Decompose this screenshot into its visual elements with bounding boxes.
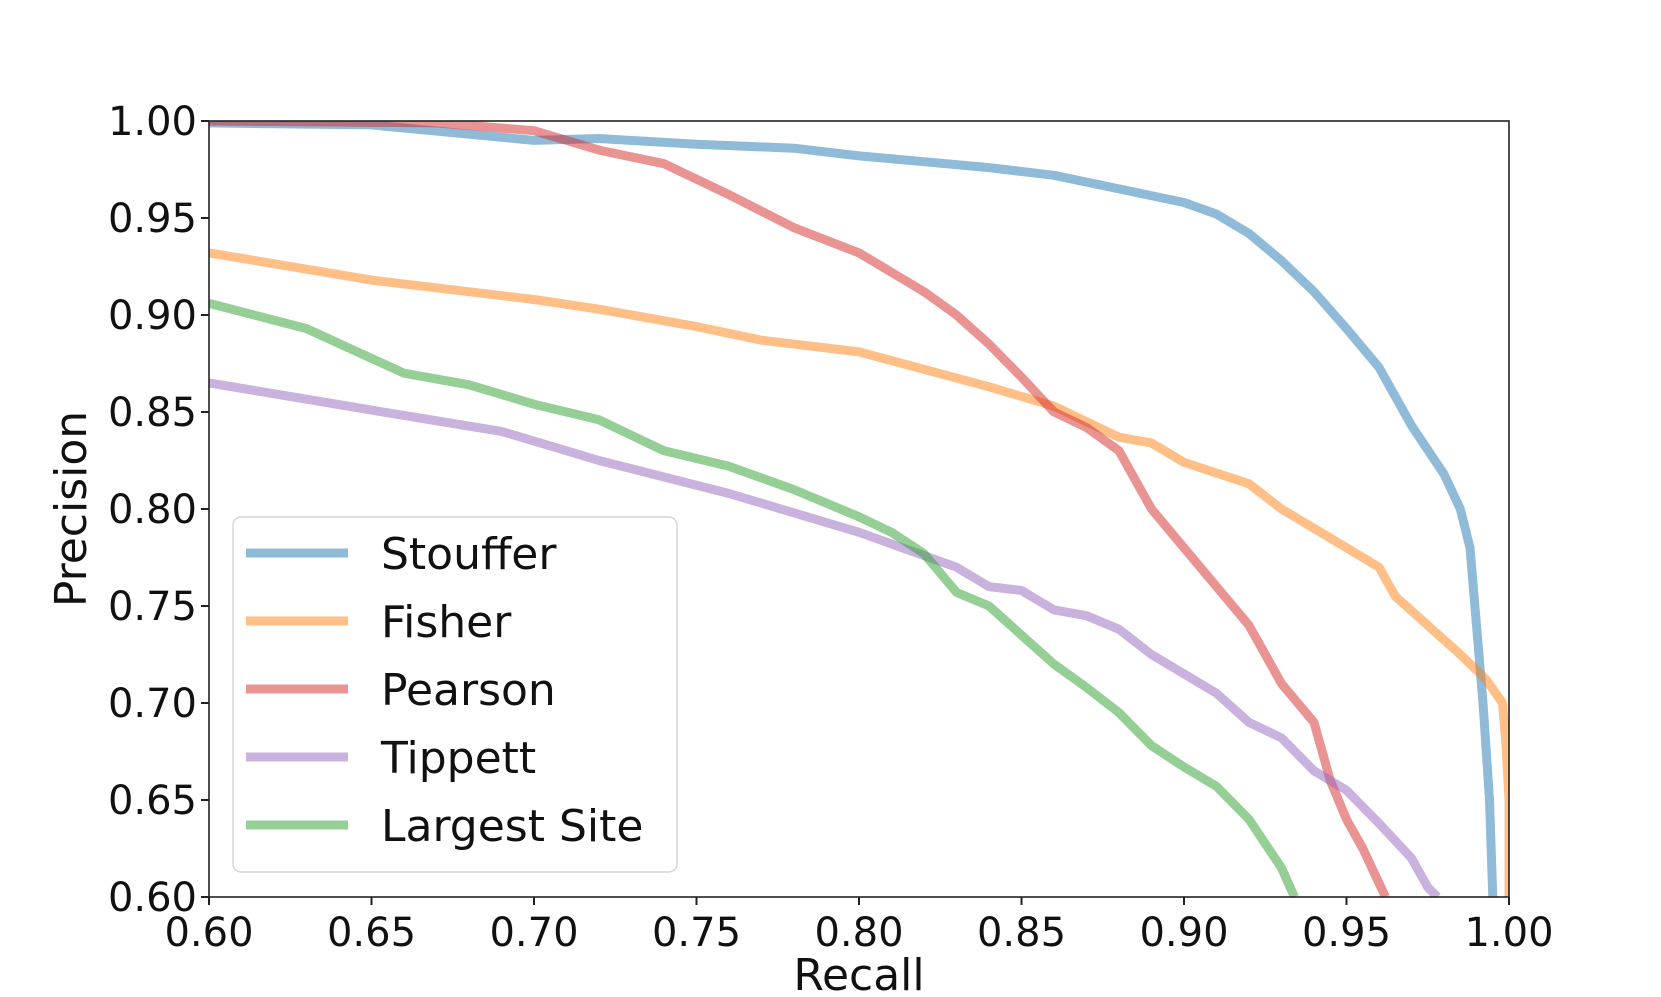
legend-label-fisher: Fisher bbox=[381, 597, 512, 648]
x-tick-label: 1.00 bbox=[1464, 910, 1553, 956]
x-tick-label: 0.60 bbox=[164, 910, 253, 956]
x-tick-label: 0.70 bbox=[489, 910, 578, 956]
y-tick-label: 0.60 bbox=[108, 875, 197, 921]
x-tick-label: 0.95 bbox=[1302, 910, 1391, 956]
x-tick-label: 0.85 bbox=[977, 910, 1066, 956]
y-tick-label: 0.80 bbox=[108, 487, 197, 533]
legend-label-largest-site: Largest Site bbox=[381, 801, 643, 852]
y-axis: 0.60 0.65 0.70 0.75 0.80 0.85 0.90 0.95 1.00 bbox=[108, 99, 209, 921]
y-axis-label: Precision bbox=[46, 411, 97, 607]
x-axis: 0.60 0.65 0.70 0.75 0.80 0.85 0.90 0.95 1.00 bbox=[164, 897, 1554, 956]
y-tick-label: 0.75 bbox=[108, 584, 197, 630]
series-line-tippett bbox=[209, 378, 1441, 897]
legend-label-stouffer: Stouffer bbox=[381, 529, 557, 580]
legend-label-pearson: Pearson bbox=[381, 665, 556, 716]
x-tick-label: 0.80 bbox=[814, 910, 903, 956]
y-tick-label: 0.95 bbox=[108, 196, 197, 242]
legend-box bbox=[232, 516, 678, 873]
legend-label-tippett: Tippett bbox=[380, 733, 536, 784]
y-tick-label: 0.65 bbox=[108, 778, 197, 824]
series-line-stouffer bbox=[209, 121, 1498, 897]
y-tick-label: 0.70 bbox=[108, 681, 197, 727]
x-tick-label: 0.65 bbox=[327, 910, 416, 956]
legend: Stouffer Fisher Pearson Tippett Largest Site bbox=[232, 516, 678, 873]
y-tick-label: 0.90 bbox=[108, 293, 197, 339]
y-tick-label: 0.85 bbox=[108, 390, 197, 436]
series-line-largest-site bbox=[209, 299, 1299, 897]
series-line-fisher bbox=[209, 248, 1509, 897]
series-line-pearson bbox=[209, 121, 1390, 897]
y-tick-label: 1.00 bbox=[108, 99, 197, 145]
x-axis-label: Recall bbox=[793, 950, 924, 997]
series-layer bbox=[209, 121, 1509, 897]
x-tick-label: 0.90 bbox=[1139, 910, 1228, 956]
x-tick-label: 0.75 bbox=[652, 910, 741, 956]
